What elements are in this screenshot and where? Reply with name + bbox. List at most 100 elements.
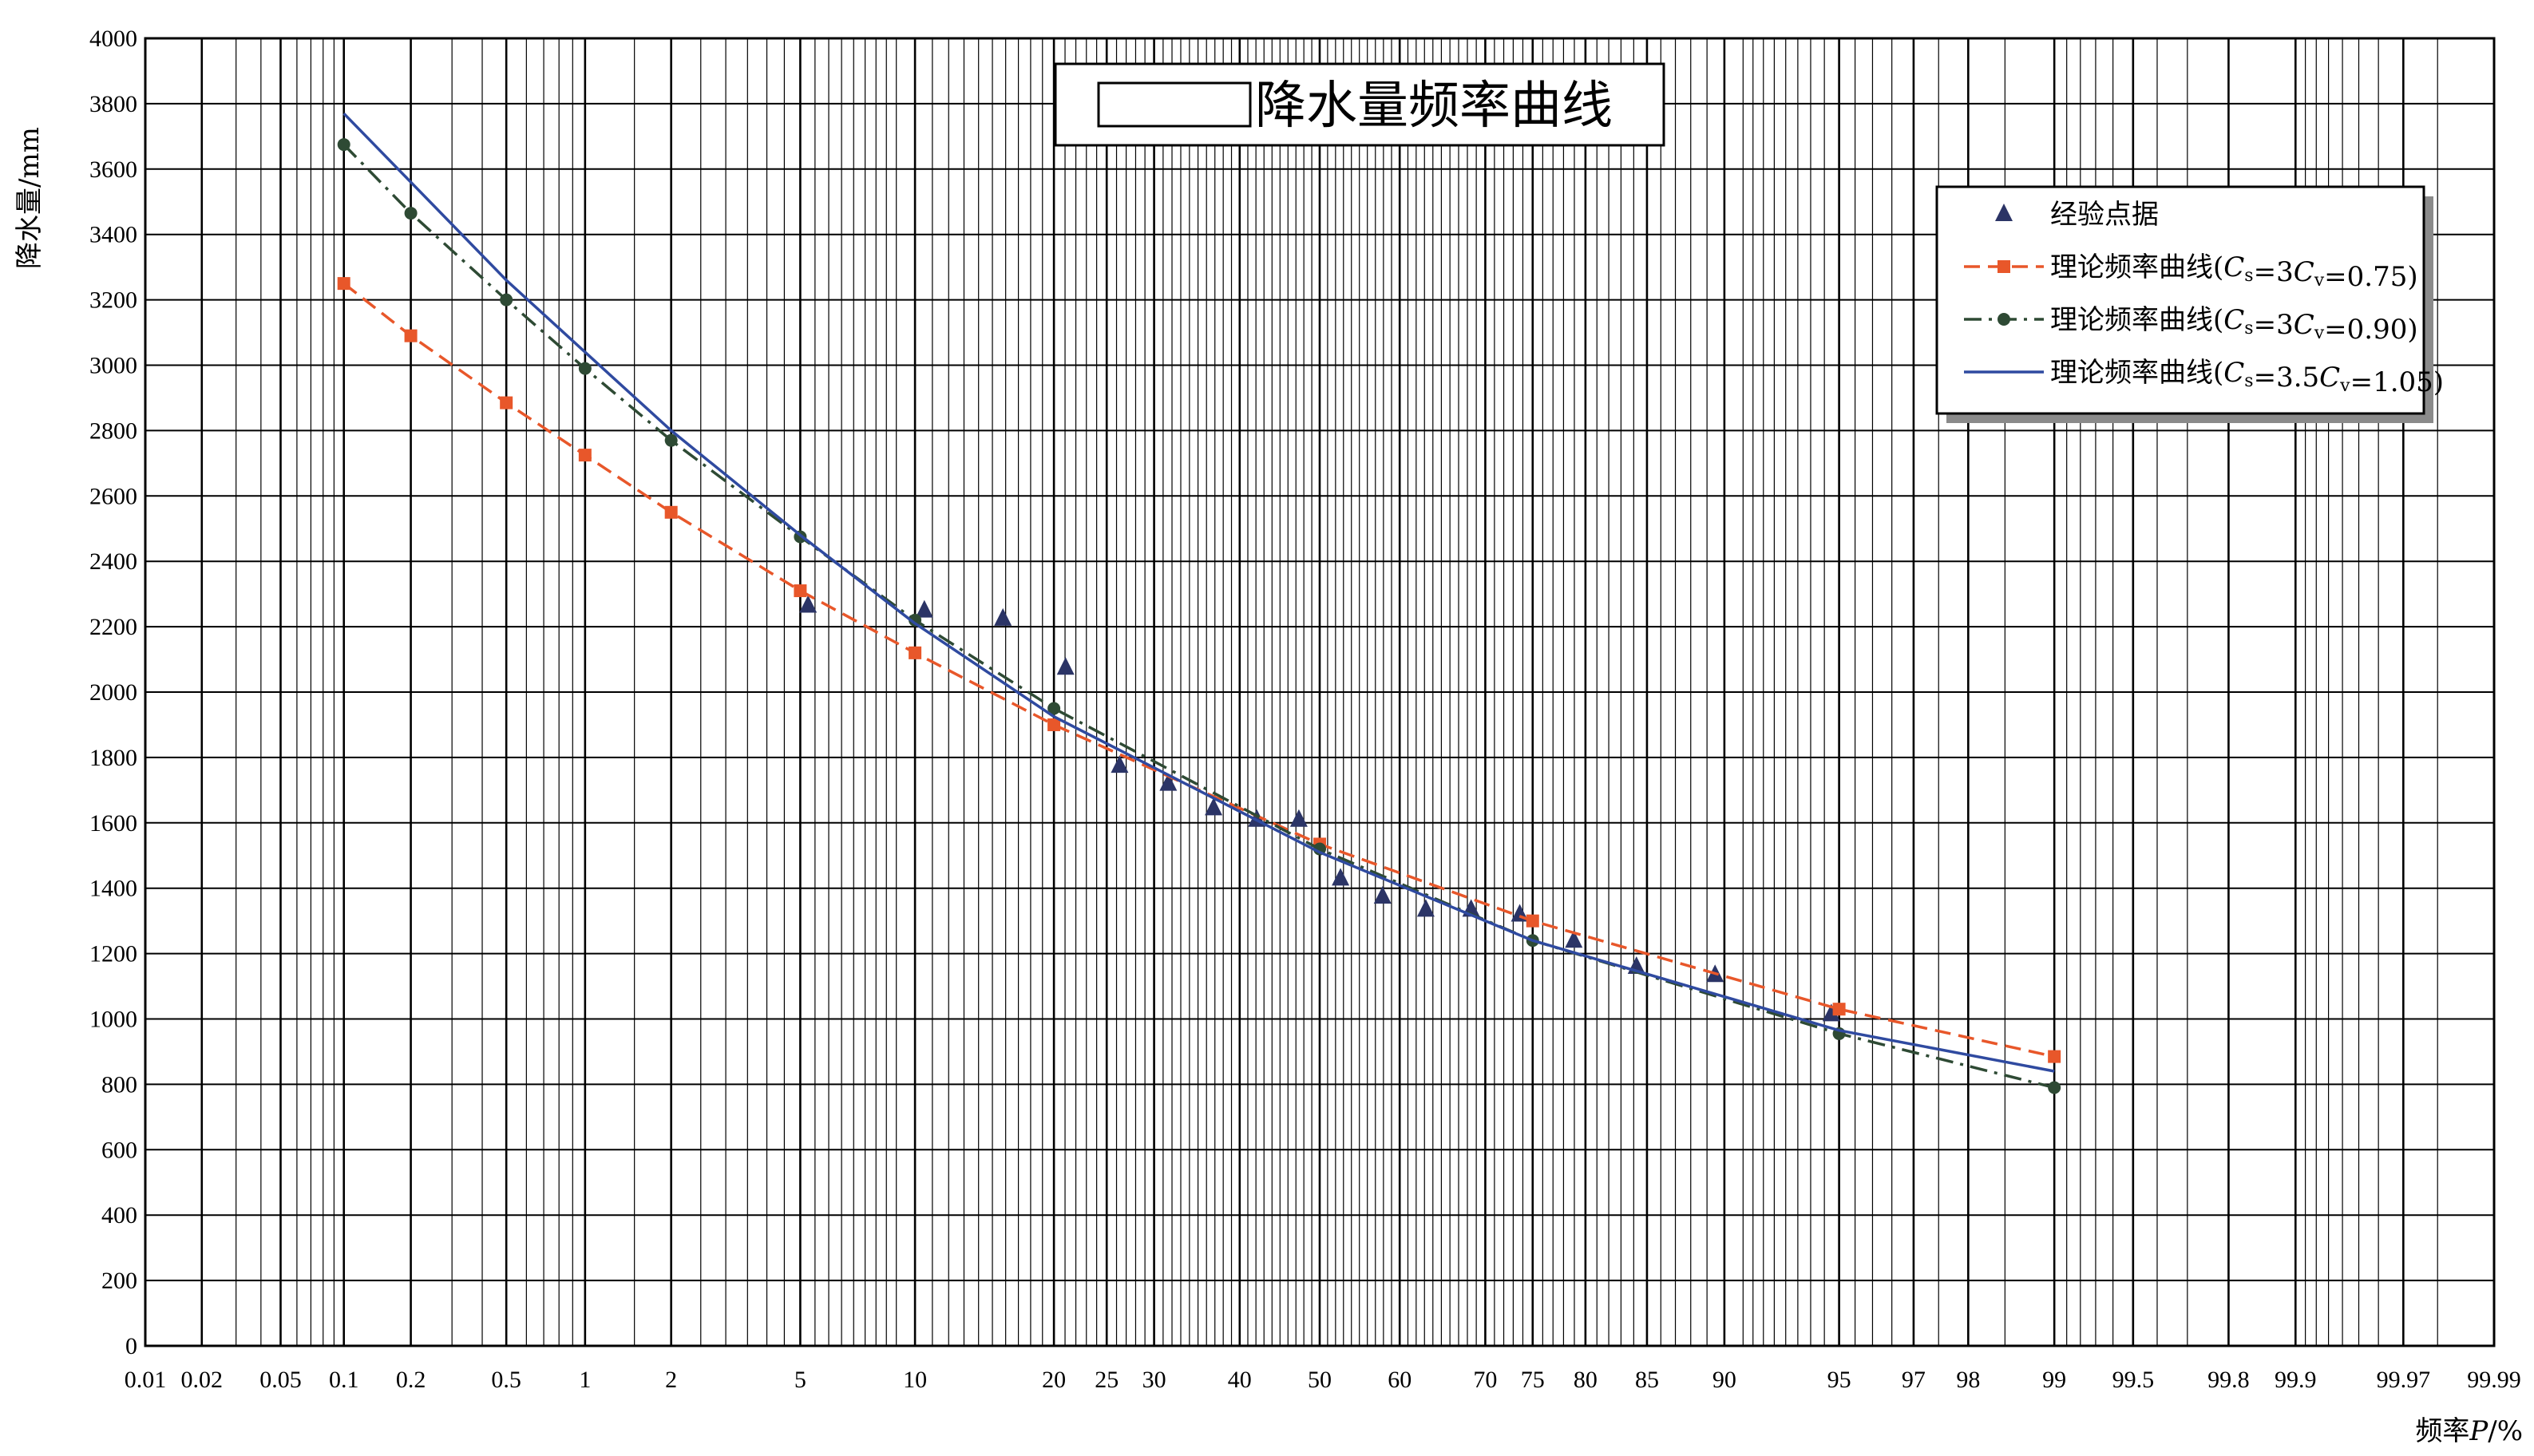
chart-title: 降水量频率曲线 <box>1255 77 1613 136</box>
y-tick-label: 2400 <box>89 548 137 575</box>
series-3 <box>342 112 2055 1073</box>
x-tick-label: 85 <box>1635 1367 1659 1393</box>
data-point <box>404 329 418 342</box>
y-tick-label: 1800 <box>89 745 137 771</box>
data-point <box>1565 930 1583 948</box>
y-tick-label: 3000 <box>89 353 137 379</box>
x-tick-label: 99.5 <box>2112 1367 2155 1393</box>
legend-label: 经验点据 <box>2050 199 2159 231</box>
legend-item: 理论频率曲线(Cs=3Cv=0.75) <box>1964 251 2418 293</box>
legend-frame <box>1935 185 2425 415</box>
y-tick-label: 200 <box>101 1268 137 1294</box>
x-tick-label: 99.8 <box>2207 1367 2250 1393</box>
y-axis: 0 200 400 600 800 1000 1200 1400 1600 1800 2000 220… <box>89 26 137 1359</box>
x-axis-label-unit: /% <box>2488 1415 2523 1447</box>
x-tick-label: 80 <box>1574 1367 1598 1393</box>
legend-marker <box>1998 313 2010 326</box>
x-tick-label: 99.9 <box>2275 1367 2317 1393</box>
series <box>337 112 2061 1094</box>
x-tick-label: 2 <box>665 1367 677 1393</box>
y-tick-label: 2600 <box>89 483 137 509</box>
y-tick-label: 400 <box>101 1202 137 1228</box>
chart-title-box: 降水量频率曲线 <box>1054 62 1665 147</box>
x-tick-label: 0.01 <box>125 1367 167 1393</box>
data-point <box>1832 1003 1846 1016</box>
x-tick-label: 75 <box>1521 1367 1545 1393</box>
x-tick-label: 1 <box>579 1367 591 1393</box>
data-point <box>1111 755 1129 774</box>
legend-item: 理论频率曲线(Cs=3.5Cv=1.05) <box>1964 357 2444 398</box>
data-point <box>578 362 592 375</box>
x-tick-label: 97 <box>1902 1367 1926 1393</box>
x-tick-label: 30 <box>1142 1367 1166 1393</box>
data-point <box>909 613 922 627</box>
x-tick-label: 0.05 <box>259 1367 302 1393</box>
data-point <box>664 433 678 447</box>
data-point <box>794 584 807 598</box>
legend-label: 理论频率曲线(Cs=3Cv=0.90) <box>2050 304 2418 346</box>
x-tick-label: 0.5 <box>491 1367 521 1393</box>
data-point <box>915 599 933 618</box>
data-point <box>1047 702 1061 715</box>
data-point <box>1289 809 1308 827</box>
x-tick-label: 50 <box>1308 1367 1332 1393</box>
x-tick-label: 25 <box>1095 1367 1119 1393</box>
legend-marker <box>1995 204 2013 221</box>
data-point <box>1822 1003 1840 1022</box>
y-tick-label: 1000 <box>89 1007 137 1033</box>
data-point <box>909 646 922 659</box>
x-tick-label: 0.02 <box>181 1367 224 1393</box>
y-tick-label: 800 <box>101 1071 137 1098</box>
data-point <box>500 396 513 410</box>
data-point <box>1047 718 1061 731</box>
data-point <box>337 277 350 291</box>
data-point <box>664 505 678 519</box>
data-point <box>1205 797 1223 816</box>
data-point <box>337 138 350 152</box>
x-tick-label: 99.99 <box>2467 1367 2521 1393</box>
grid <box>145 38 2494 1347</box>
x-tick-label: 70 <box>1473 1367 1497 1393</box>
redaction-box <box>1097 81 1252 128</box>
y-tick-label: 1600 <box>89 810 137 837</box>
y-tick-label: 600 <box>101 1137 137 1163</box>
legend-label: 理论频率曲线(Cs=3.5Cv=1.05) <box>2050 357 2444 398</box>
y-tick-label: 3600 <box>89 156 137 183</box>
data-point <box>578 449 592 462</box>
y-tick-label: 4000 <box>89 26 137 52</box>
data-point <box>799 595 818 613</box>
x-axis-label-main: 频率 <box>2415 1415 2469 1447</box>
x-tick-label: 90 <box>1712 1367 1736 1393</box>
data-point <box>500 293 513 307</box>
y-tick-label: 0 <box>125 1333 137 1359</box>
x-tick-label: 60 <box>1388 1367 1412 1393</box>
legend-item: 理论频率曲线(Cs=3Cv=0.90) <box>1964 304 2418 346</box>
data-point <box>404 207 418 220</box>
x-tick-label: 10 <box>903 1367 927 1393</box>
data-point <box>2048 1050 2061 1063</box>
data-point <box>1373 885 1392 904</box>
x-tick-label: 99 <box>2042 1367 2066 1393</box>
x-axis: 0.01 0.02 0.05 0.1 0.2 0.5 1 2 5 10 20 25 30 40 50 60 70… <box>125 1367 2521 1393</box>
y-tick-label: 2000 <box>89 679 137 706</box>
y-axis-label: 降水量/mm <box>14 127 46 269</box>
x-tick-label: 0.1 <box>329 1367 359 1393</box>
plot-frame <box>144 37 2496 1347</box>
series-line <box>342 282 2055 1058</box>
x-tick-label: 95 <box>1827 1367 1851 1393</box>
x-tick-label: 0.2 <box>396 1367 426 1393</box>
data-point <box>2048 1081 2061 1094</box>
x-tick-label: 99.97 <box>2377 1367 2431 1393</box>
x-tick-label: 5 <box>794 1367 806 1393</box>
y-tick-label: 3200 <box>89 287 137 314</box>
series-line <box>342 112 2055 1073</box>
data-point <box>1056 657 1075 675</box>
x-tick-label: 20 <box>1042 1367 1066 1393</box>
y-tick-label: 1400 <box>89 876 137 902</box>
y-tick-label: 3400 <box>89 222 137 248</box>
data-point <box>1159 773 1178 791</box>
data-point <box>994 607 1012 626</box>
y-tick-label: 1200 <box>89 941 137 967</box>
